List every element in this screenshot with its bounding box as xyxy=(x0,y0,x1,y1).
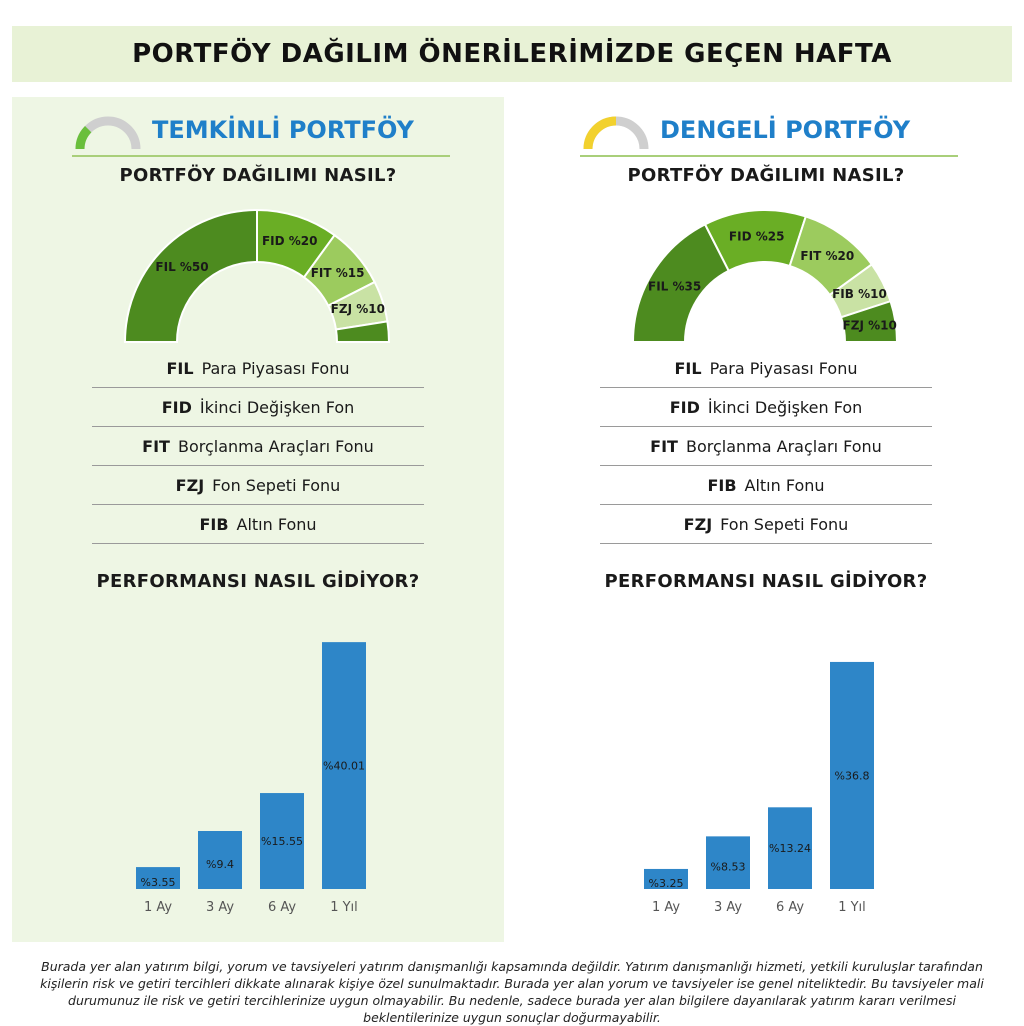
fund-code: FID xyxy=(669,397,700,417)
performance-bar xyxy=(198,831,242,889)
fund-name: Para Piyasası Fonu xyxy=(709,358,858,378)
performance-title: PERFORMANSI NASIL GİDİYOR? xyxy=(96,571,420,592)
bar-data-label: %3.55 xyxy=(141,876,176,889)
fund-name: Para Piyasası Fonu xyxy=(201,358,350,378)
x-tick-label: 6 Ay xyxy=(776,900,804,915)
donut-slice-label: FIT %15 xyxy=(311,266,365,280)
fund-row: FZJ Fon Sepeti Fonu xyxy=(92,466,424,505)
panel-temkinli: TEMKİNLİ PORTFÖY PORTFÖY DAĞILIMI NASIL?… xyxy=(12,97,504,942)
fund-code: FIT xyxy=(142,436,170,456)
panel-dengeli: DENGELİ PORTFÖY PORTFÖY DAĞILIMI NASIL? … xyxy=(520,97,1012,942)
x-tick-label: 1 Ay xyxy=(144,900,172,915)
panel-title-bar: TEMKİNLİ PORTFÖY xyxy=(72,111,450,157)
fund-code: FIL xyxy=(674,358,702,378)
performance-title: PERFORMANSI NASIL GİDİYOR? xyxy=(604,571,928,592)
x-tick-label: 3 Ay xyxy=(714,900,742,915)
allocation-donut-chart: FIL %50 FID %20 FIT %15 FZJ %10 xyxy=(123,208,391,343)
performance-bar xyxy=(136,867,180,889)
fund-code: FIB xyxy=(707,475,737,495)
fund-name: Borçlanma Araçları Fonu xyxy=(685,436,882,456)
fund-row: FIT Borçlanma Araçları Fonu xyxy=(92,427,424,466)
fund-row: FID İkinci Değişken Fon xyxy=(600,388,932,427)
fund-name: Fon Sepeti Fonu xyxy=(212,475,341,495)
donut-slice-label: FZJ %10 xyxy=(331,302,385,316)
fund-code: FIL xyxy=(166,358,194,378)
donut-slice xyxy=(123,208,258,343)
x-tick-label: 1 Yıl xyxy=(330,900,358,915)
gauge-icon xyxy=(75,116,141,150)
gauge-icon xyxy=(583,116,649,150)
performance-bar xyxy=(830,661,874,889)
donut-slice-label: FID %20 xyxy=(262,234,318,248)
fund-row: FIB Altın Fonu xyxy=(600,466,932,505)
donut-slice-label: FZJ %10 xyxy=(843,318,897,332)
fund-name: İkinci Değişken Fon xyxy=(707,397,863,417)
bar-data-label: %9.4 xyxy=(206,858,234,871)
fund-row: FZJ Fon Sepeti Fonu xyxy=(600,505,932,544)
x-tick-label: 3 Ay xyxy=(206,900,234,915)
performance-bar xyxy=(322,642,366,889)
fund-name: Borçlanma Araçları Fonu xyxy=(177,436,374,456)
fund-name: Fon Sepeti Fonu xyxy=(720,514,849,534)
fund-code: FZJ xyxy=(683,514,713,534)
donut-slice-label: FID %25 xyxy=(729,229,785,243)
fund-name: Altın Fonu xyxy=(236,514,317,534)
bar-data-label: %8.53 xyxy=(711,861,746,874)
fund-name: Altın Fonu xyxy=(744,475,825,495)
panel-title: DENGELİ PORTFÖY xyxy=(660,116,911,144)
fund-list: FIL Para Piyasası Fonu FID İkinci Değişken… xyxy=(600,349,932,544)
fund-code: FID xyxy=(161,397,192,417)
fund-list: FIL Para Piyasası Fonu FID İkinci Değişken… xyxy=(92,349,424,544)
fund-code: FZJ xyxy=(175,475,205,495)
donut-slice-label: FIL %50 xyxy=(155,260,208,274)
donut-slice-label: FIT %20 xyxy=(800,249,854,263)
x-tick-label: 1 Ay xyxy=(652,900,680,915)
panel-title-bar: DENGELİ PORTFÖY xyxy=(580,111,958,157)
fund-name: İkinci Değişken Fon xyxy=(199,397,355,417)
page-header: PORTFÖY DAĞILIM ÖNERİLERİMİZDE GEÇEN HAF… xyxy=(12,26,1012,82)
performance-bar-chart: %3.25 1 Ay %8.53 3 Ay %13.24 6 Ay %36.8 1 Yıl xyxy=(644,661,874,915)
bar-data-label: %13.24 xyxy=(769,842,811,855)
bar-data-label: %40.01 xyxy=(323,760,365,773)
page-title: PORTFÖY DAĞILIM ÖNERİLERİMİZDE GEÇEN HAF… xyxy=(132,39,892,69)
donut-slice xyxy=(334,320,391,343)
x-tick-label: 1 Yıl xyxy=(838,900,866,915)
fund-row: FIL Para Piyasası Fonu xyxy=(600,349,932,388)
fund-code: FIB xyxy=(199,514,229,534)
allocation-donut-chart: FIL %35 FID %25 FIT %20 FIB %10 FZJ %10 xyxy=(631,209,899,343)
bar-data-label: %36.8 xyxy=(835,769,870,782)
fund-row: FIL Para Piyasası Fonu xyxy=(92,349,424,388)
bar-data-label: %15.55 xyxy=(261,835,303,848)
allocation-title: PORTFÖY DAĞILIMI NASIL? xyxy=(627,165,905,186)
fund-row: FID İkinci Değişken Fon xyxy=(92,388,424,427)
donut-slice-label: FIB %10 xyxy=(832,287,887,301)
fund-row: FIB Altın Fonu xyxy=(92,505,424,544)
allocation-title: PORTFÖY DAĞILIMI NASIL? xyxy=(119,165,397,186)
x-tick-label: 6 Ay xyxy=(268,900,296,915)
fund-row: FIT Borçlanma Araçları Fonu xyxy=(600,427,932,466)
performance-bar xyxy=(706,836,750,889)
disclaimer-text: Burada yer alan yatırım bilgi, yorum ve … xyxy=(40,959,984,1025)
panel-title: TEMKİNLİ PORTFÖY xyxy=(152,116,414,144)
performance-bar xyxy=(768,807,812,889)
donut-slice-label: FIL %35 xyxy=(648,280,701,294)
performance-bar xyxy=(260,793,304,889)
performance-bar-chart: %3.55 1 Ay %9.4 3 Ay %15.55 6 Ay %40.01 1 Yıl xyxy=(136,642,366,915)
fund-code: FIT xyxy=(650,436,678,456)
donut-slice xyxy=(839,299,899,343)
performance-bar xyxy=(644,868,688,889)
bar-data-label: %3.25 xyxy=(649,877,684,890)
